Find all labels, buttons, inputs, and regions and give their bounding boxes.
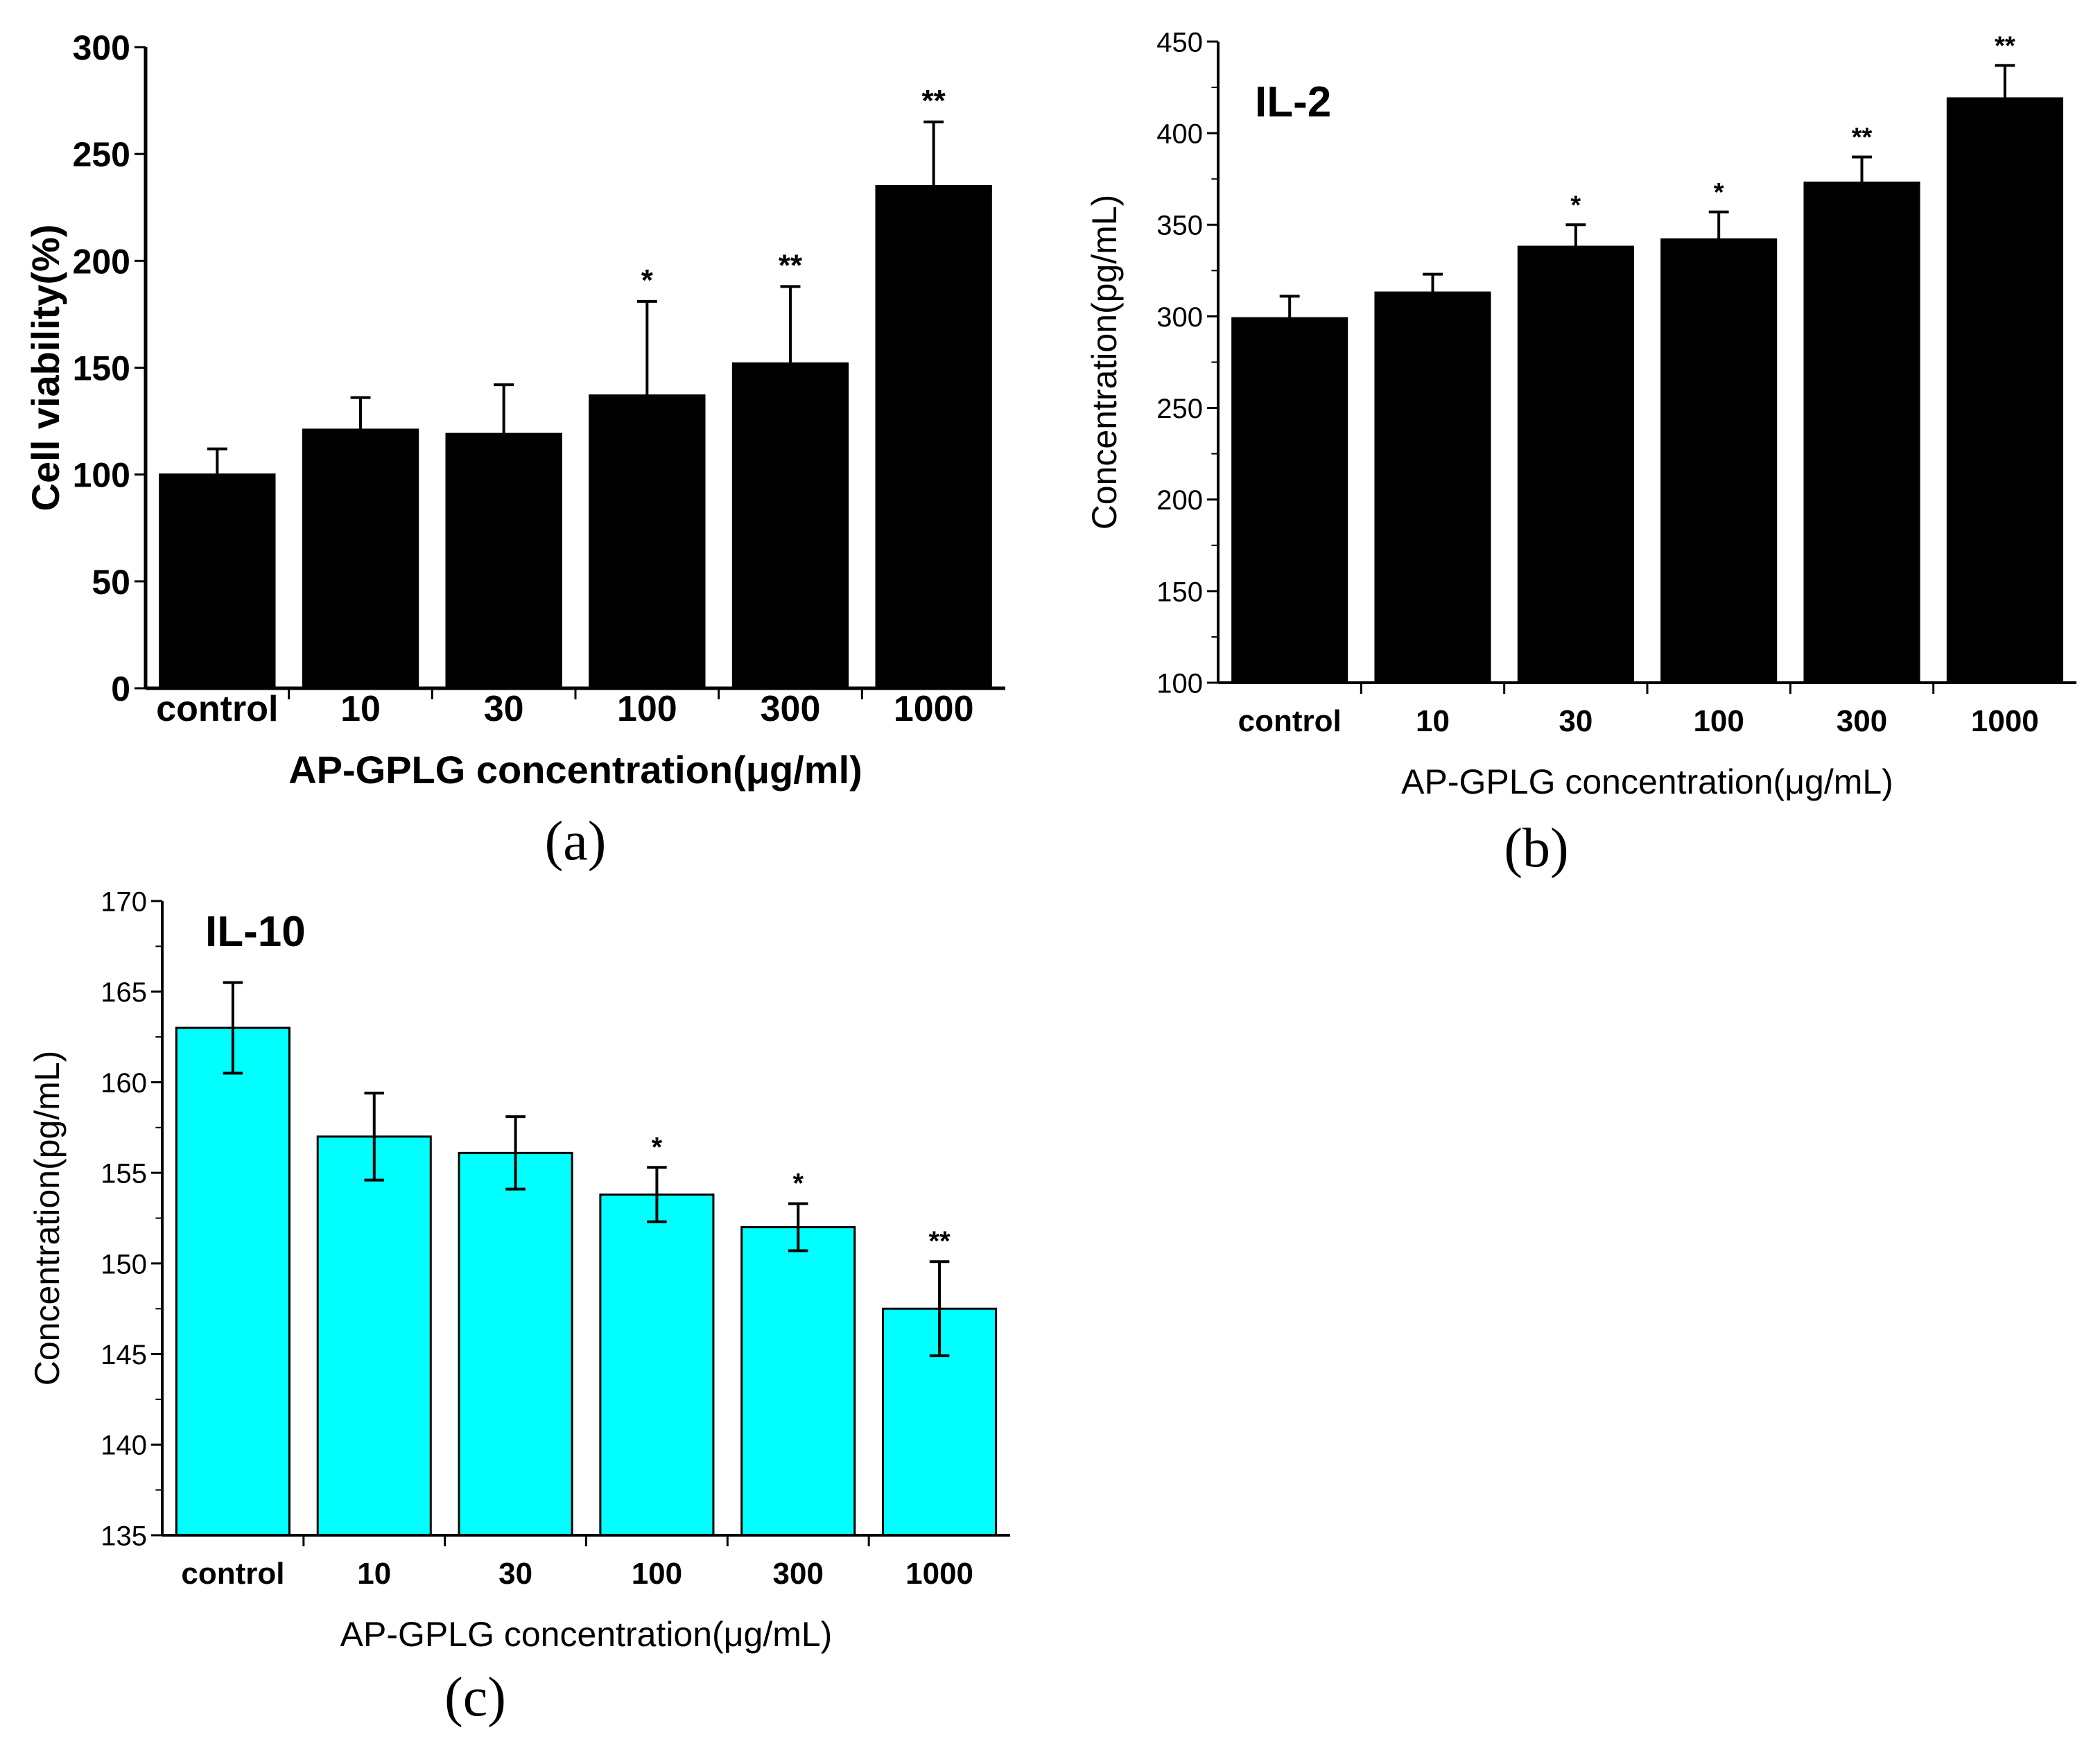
chart-b: control 10 * 30 * 100 ** 300 ** 1000 100 150 200 250 3… xyxy=(1085,27,2076,879)
significance-mark: * xyxy=(792,1169,804,1199)
bar-300 xyxy=(731,362,849,690)
significance-mark: * xyxy=(1570,191,1581,220)
x-tick-label: 300 xyxy=(773,1557,824,1591)
y-axis-label: Concentration(pg/mL) xyxy=(1085,195,1124,530)
significance-mark: * xyxy=(641,263,654,297)
x-tick-label: 10 xyxy=(1416,704,1450,738)
bar-300 xyxy=(1803,182,1920,684)
y-tick-label: 400 xyxy=(1156,119,1203,150)
bar-10 xyxy=(316,1135,432,1537)
significance-mark: ** xyxy=(1852,123,1873,152)
x-axis-label: AP-GPLG concentration(μg/mL) xyxy=(340,1615,833,1654)
y-tick-label: 450 xyxy=(1156,27,1203,58)
chart-title: IL-2 xyxy=(1255,78,1331,126)
y-tick-label: 165 xyxy=(101,977,147,1008)
bar-30 xyxy=(1517,245,1634,684)
x-tick-label: 30 xyxy=(1559,704,1593,738)
significance-mark: ** xyxy=(929,1226,951,1257)
panel-label: (c) xyxy=(444,1667,506,1728)
bar-control xyxy=(159,473,276,690)
x-tick-label: control xyxy=(1238,704,1342,738)
x-axis-label: AP-GPLG concentration(μg/mL) xyxy=(1401,762,1893,801)
x-tick-label: 100 xyxy=(632,1557,682,1591)
significance-mark: ** xyxy=(1995,31,2015,60)
x-tick-label: 100 xyxy=(1693,704,1744,738)
y-tick-label: 200 xyxy=(1156,485,1203,516)
x-tick-label: 30 xyxy=(484,689,524,729)
bar-control xyxy=(175,1026,290,1537)
y-tick-label: 100 xyxy=(1156,668,1203,699)
bar-300 xyxy=(740,1226,856,1537)
bar-10 xyxy=(302,428,419,690)
x-tick-label: 1000 xyxy=(894,689,974,729)
significance-mark: ** xyxy=(922,84,946,118)
y-tick-label: 350 xyxy=(1156,211,1203,241)
bar-control xyxy=(1231,317,1348,684)
y-tick-label: 150 xyxy=(73,349,130,388)
y-tick-label: 155 xyxy=(101,1159,147,1189)
bar-100 xyxy=(589,394,706,690)
panel-label: (a) xyxy=(545,811,607,872)
y-tick-label: 150 xyxy=(101,1249,147,1279)
x-tick-label: 300 xyxy=(1837,704,1887,738)
y-tick-label: 50 xyxy=(92,563,130,602)
chart-a: control 10 30 * 100 ** 300 ** 1000 0 50 100 150 200 25… xyxy=(24,28,1005,872)
chart-c: control 10 30 * 100 * 300 ** 1000 135 140 145 150 155… xyxy=(28,886,1010,1728)
x-tick-label: control xyxy=(181,1557,284,1591)
bar-100 xyxy=(1660,238,1778,684)
x-axis-label: AP-GPLG concentration(μg/ml) xyxy=(288,748,862,792)
y-tick-label: 160 xyxy=(101,1068,147,1099)
y-tick-label: 150 xyxy=(1156,577,1203,607)
y-tick-label: 250 xyxy=(73,135,130,174)
y-tick-label: 200 xyxy=(73,242,130,281)
chart-title: IL-10 xyxy=(205,908,306,956)
bar-30 xyxy=(458,1151,573,1537)
y-tick-label: 250 xyxy=(1156,394,1203,424)
x-tick-label: 100 xyxy=(617,689,677,729)
x-tick-label: 1000 xyxy=(1971,704,2039,738)
x-tick-label: control xyxy=(156,689,278,729)
bar-1000 xyxy=(875,184,992,690)
bar-100 xyxy=(599,1194,715,1537)
significance-mark: * xyxy=(1714,178,1724,207)
significance-mark: ** xyxy=(779,248,803,282)
bar-10 xyxy=(1374,291,1491,684)
y-tick-label: 300 xyxy=(1156,302,1203,333)
significance-mark: * xyxy=(652,1132,663,1162)
y-axis-label: Cell viability(%) xyxy=(24,225,67,512)
y-tick-label: 170 xyxy=(101,886,147,917)
panel-label: (b) xyxy=(1504,818,1568,879)
x-tick-label: 10 xyxy=(357,1557,391,1591)
y-tick-label: 0 xyxy=(111,670,130,708)
x-tick-label: 10 xyxy=(340,689,381,729)
x-tick-label: 300 xyxy=(761,689,821,729)
y-tick-label: 135 xyxy=(101,1521,147,1551)
y-tick-label: 145 xyxy=(101,1340,147,1370)
y-tick-label: 100 xyxy=(73,456,130,495)
y-axis-label: Concentration(pg/mL) xyxy=(28,1051,67,1386)
y-tick-label: 140 xyxy=(101,1431,147,1461)
bar-30 xyxy=(445,432,562,690)
x-tick-label: 30 xyxy=(498,1557,532,1591)
y-tick-label: 300 xyxy=(73,28,130,67)
bar-1000 xyxy=(1946,97,2063,684)
x-tick-label: 1000 xyxy=(905,1557,973,1591)
